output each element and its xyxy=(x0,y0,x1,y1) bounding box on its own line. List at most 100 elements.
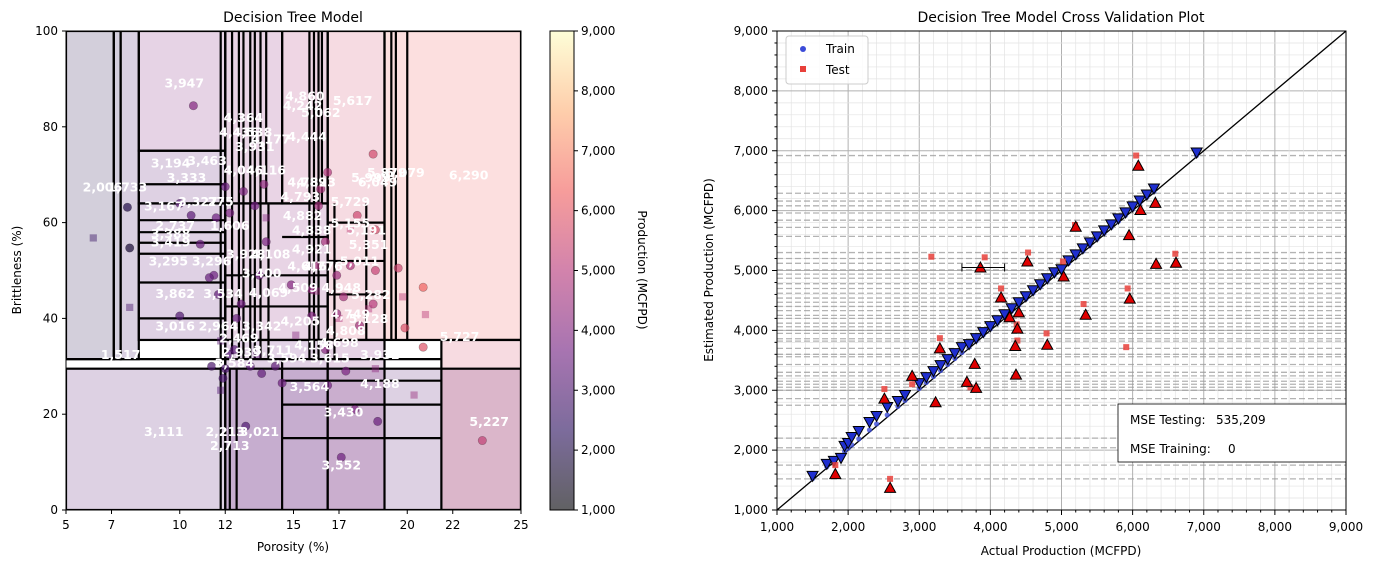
prediction-label: 3,584 xyxy=(215,355,255,370)
train-point xyxy=(229,345,239,355)
test-prediction-marker xyxy=(1021,254,1034,267)
train-prediction-marker xyxy=(834,452,848,465)
y-tick-label: 7,000 xyxy=(734,144,768,158)
train-point xyxy=(245,361,255,371)
left-x-label: Porosity (%) xyxy=(257,540,329,554)
prediction-label: 5,282 xyxy=(351,287,391,302)
prediction-label: 3,327 xyxy=(178,194,218,209)
prediction-label: 2,713 xyxy=(210,438,250,453)
train-point xyxy=(368,149,378,159)
train-point xyxy=(400,323,410,333)
prediction-label: 3,928 xyxy=(226,247,266,262)
prediction-label: 3,564 xyxy=(290,379,330,394)
prediction-label: 4,948 xyxy=(322,280,362,295)
test-point xyxy=(312,287,320,295)
test-point xyxy=(410,391,418,399)
tree-region xyxy=(120,31,139,360)
train-prediction-marker xyxy=(863,416,876,429)
tree-region xyxy=(282,31,328,204)
x-tick-label: 12 xyxy=(218,518,233,532)
train-prediction-marker xyxy=(870,410,883,423)
test-prediction-marker xyxy=(969,381,983,393)
colorbar-axis: 1,000 2,000 3,000 4,000 5,000 6,000 7,000 8,000… xyxy=(574,24,615,517)
legend: Train Test xyxy=(785,35,869,85)
prediction-label: 1,606 xyxy=(210,218,250,233)
train-prediction-marker xyxy=(1147,183,1161,196)
train-prediction-marker xyxy=(1190,147,1203,160)
prediction-label: 4,364 xyxy=(224,110,264,125)
train-point xyxy=(195,239,205,249)
train-prediction-marker xyxy=(806,470,819,483)
train-prediction-marker xyxy=(1012,297,1026,309)
x-tick-label: 1,000 xyxy=(760,520,794,534)
left-chart-title: Decision Tree Model xyxy=(223,10,363,26)
test-point xyxy=(981,254,988,261)
legend-box xyxy=(785,35,869,85)
x-tick-label: 5 xyxy=(62,518,70,532)
prediction-label: 3,111 xyxy=(144,424,184,439)
prediction-label: 4,793 xyxy=(281,189,321,204)
train-prediction-marker xyxy=(852,425,866,438)
prediction-label: 4,808 xyxy=(326,323,366,338)
train-point xyxy=(320,345,330,355)
train-prediction-marker xyxy=(1033,279,1047,291)
prediction-label: 6,079 xyxy=(385,165,425,180)
test-prediction-marker xyxy=(1169,256,1183,268)
prediction-label: 5,155 xyxy=(331,215,371,230)
test-prediction-marker xyxy=(1123,292,1137,304)
prediction-label: 2,939 xyxy=(221,345,261,360)
test-point xyxy=(1043,330,1050,337)
prediction-label: 4,509 xyxy=(278,280,318,295)
prediction-label: 1,517 xyxy=(101,347,141,362)
train-prediction-marker xyxy=(1090,231,1104,243)
train-point xyxy=(186,210,196,220)
train-prediction-marker xyxy=(920,372,933,384)
prediction-label: 5,617 xyxy=(333,93,373,108)
train-point xyxy=(323,380,333,390)
train-point xyxy=(175,198,185,208)
prediction-label: 3,615 xyxy=(310,350,350,365)
colorbar-tick-label: 8,000 xyxy=(581,84,615,98)
prediction-label: 5,727 xyxy=(440,329,480,344)
prediction-label: 4,046 xyxy=(224,163,264,178)
x-tick-label: 25 xyxy=(513,518,528,532)
test-prediction-marker xyxy=(1012,305,1026,318)
tree-region xyxy=(138,150,226,204)
train-prediction-marker xyxy=(1040,273,1054,285)
prediction-label: 4,205 xyxy=(281,314,321,329)
train-point xyxy=(122,202,132,212)
train-point xyxy=(332,309,342,319)
prediction-label: 5,062 xyxy=(301,105,341,120)
legend-train-label: Train xyxy=(825,42,855,56)
prediction-label: 1,733 xyxy=(108,179,148,194)
train-point xyxy=(257,368,267,378)
prediction-label: 3,342 xyxy=(242,318,282,333)
prediction-label: 3,463 xyxy=(187,153,227,168)
prediction-label: 3,295 xyxy=(149,254,189,269)
train-prediction-marker xyxy=(1026,285,1040,297)
prediction-label: 4,108 xyxy=(251,247,291,262)
colorbar-tick-label: 3,000 xyxy=(581,383,615,397)
mse-training-value: 0 xyxy=(1228,442,1236,456)
test-point xyxy=(399,293,407,301)
prediction-label: 2,006 xyxy=(83,179,123,194)
train-prediction-marker xyxy=(1119,207,1132,219)
test-point xyxy=(217,386,225,394)
prediction-label: 4,158 xyxy=(294,338,334,353)
train-point xyxy=(368,299,378,309)
test-prediction-marker xyxy=(1057,269,1070,282)
train-prediction-marker xyxy=(948,348,962,360)
test-point xyxy=(262,214,270,222)
test-prediction-marker xyxy=(1079,308,1093,320)
train-point xyxy=(873,421,880,427)
left-regions xyxy=(66,31,521,510)
prediction-label: 4,921 xyxy=(292,242,332,257)
mse-training-label: MSE Training: xyxy=(1130,442,1211,456)
y-tick-label: 60 xyxy=(43,216,58,230)
prediction-label: 2,469 xyxy=(219,330,259,345)
train-point xyxy=(370,265,380,275)
x-tick-label: 6,000 xyxy=(1115,520,1149,534)
test-point xyxy=(292,331,300,339)
prediction-label: 3,194 xyxy=(151,156,191,171)
